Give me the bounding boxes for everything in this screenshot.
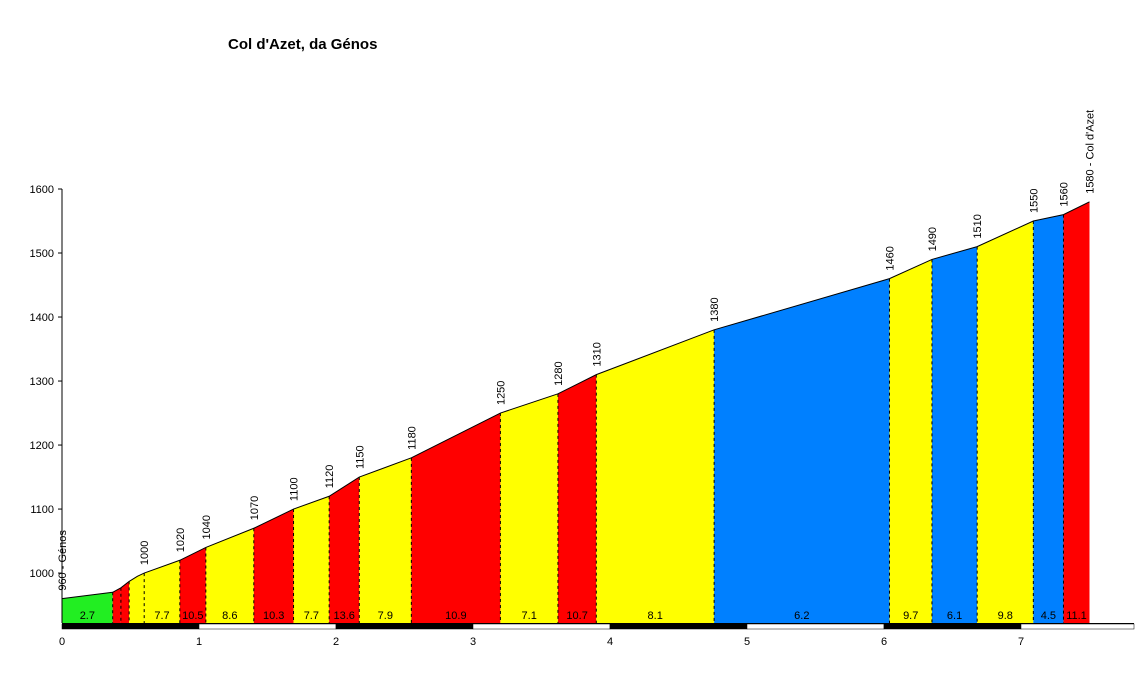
gradient-labels: 2.7 7.7 10.5 8.6 10.3 7.7 13.6 7.9 10.9 7.1 10.7 8.… [80, 610, 1087, 622]
km-bar-0 [61, 623, 200, 630]
gradient-label-17: 6.1 [947, 610, 962, 622]
altitude-label-14: 1490 [927, 227, 939, 251]
profile-outline [61, 201, 1090, 600]
profile-segment-5 [179, 547, 206, 623]
profile-segment-7 [253, 509, 294, 623]
gradient-label-11: 10.9 [445, 610, 466, 622]
altitude-labels: 960 - Génos 1000 1020 1040 1070 1100 1120 1150 1… [57, 110, 1097, 591]
altitude-label-3: 1040 [201, 515, 213, 539]
altitude-label-6: 1120 [324, 465, 336, 489]
profile-segment-1 [112, 587, 121, 623]
gradient-label-12: 7.1 [522, 610, 537, 622]
profile-segment-4 [144, 560, 180, 623]
profile-line [61, 201, 1090, 600]
gradient-label-4: 7.7 [154, 610, 169, 622]
km-bar-5 [746, 623, 885, 630]
profile-segment-6 [205, 528, 254, 623]
altitude-label-5: 1100 [289, 477, 301, 501]
km-bar-2 [335, 623, 474, 630]
x-tick-label-2: 2 [333, 636, 339, 648]
profile-segment-14 [596, 329, 715, 623]
chart-title: Col d'Azet, da Génos [228, 36, 377, 53]
profile-segment-2 [120, 581, 130, 623]
altitude-label-9: 1250 [495, 381, 507, 405]
gradient-label-10: 7.9 [378, 610, 393, 622]
altitude-label-16: 1550 [1028, 189, 1040, 213]
profile-segment-18 [977, 221, 1034, 623]
km-bar-3 [472, 623, 611, 630]
gradient-label-8: 7.7 [304, 610, 319, 622]
altitude-label-15: 1510 [972, 214, 984, 238]
profile-segment-11 [411, 413, 501, 623]
profile-segment-17 [931, 246, 978, 623]
gradient-label-7: 10.3 [263, 610, 284, 622]
km-bar-4 [609, 623, 748, 630]
profile-segment-3 [129, 573, 145, 623]
gradient-segments [62, 201, 1090, 623]
y-tick-label-0: 1000 [30, 568, 54, 580]
profile-segment-12 [500, 393, 558, 623]
altitude-label-8: 1180 [406, 426, 418, 450]
y-tick-label-5: 1500 [30, 248, 54, 260]
km-bar-1 [198, 623, 337, 630]
profile-segment-10 [359, 457, 412, 623]
y-tick-label-2: 1200 [30, 440, 54, 452]
altitude-label-0: 960 - Génos [57, 530, 69, 591]
x-tick-label-7: 7 [1018, 636, 1024, 648]
profile-segment-13 [557, 374, 597, 623]
altitude-label-11: 1310 [591, 342, 603, 366]
gradient-label-16: 9.7 [903, 610, 918, 622]
altitude-label-10: 1280 [553, 361, 565, 385]
profile-segment-20 [1063, 201, 1090, 623]
y-tick-label-6: 1600 [30, 184, 54, 196]
altitude-label-18: 1580 - Col d'Azet [1085, 110, 1097, 194]
gradient-label-20: 11.1 [1066, 610, 1087, 622]
chart-axes: 1000 1100 1200 1300 1400 1500 1600 0 1 2 3 4 5 6 7 [30, 184, 1135, 648]
gradient-label-15: 6.2 [794, 610, 809, 622]
altitude-label-7: 1150 [354, 445, 366, 469]
profile-segment-8 [293, 496, 330, 623]
gradient-label-13: 10.7 [566, 610, 587, 622]
profile-segment-0 [62, 592, 113, 623]
profile-segment-15 [714, 278, 890, 623]
gradient-label-14: 8.1 [648, 610, 663, 622]
altitude-label-4: 1070 [249, 496, 261, 520]
altitude-label-2: 1020 [175, 528, 187, 552]
altitude-label-13: 1460 [884, 246, 896, 270]
x-tick-label-3: 3 [470, 636, 476, 648]
altitude-label-1: 1000 [139, 541, 151, 565]
gradient-label-0: 2.7 [80, 610, 95, 622]
altitude-label-12: 1380 [709, 297, 721, 321]
km-bar-7 [1020, 623, 1135, 630]
segment-dividers [112, 214, 1064, 623]
km-bar-6 [883, 623, 1022, 630]
altitude-label-17: 1560 [1058, 182, 1070, 206]
gradient-label-6: 8.6 [222, 610, 237, 622]
gradient-label-19: 4.5 [1041, 610, 1056, 622]
y-tick-label-1: 1100 [30, 504, 54, 516]
x-tick-label-4: 4 [607, 636, 613, 648]
x-tick-label-1: 1 [196, 636, 202, 648]
profile-segment-9 [329, 477, 360, 623]
gradient-label-9: 13.6 [334, 610, 355, 622]
gradient-label-5: 10.5 [182, 610, 203, 622]
gradient-label-18: 9.8 [998, 610, 1013, 622]
profile-segment-16 [889, 259, 932, 623]
y-tick-label-4: 1400 [30, 312, 54, 324]
x-tick-label-6: 6 [881, 636, 887, 648]
y-tick-label-3: 1300 [30, 376, 54, 388]
x-tick-label-0: 0 [59, 636, 65, 648]
profile-segment-19 [1033, 214, 1064, 623]
x-tick-label-5: 5 [744, 636, 750, 648]
